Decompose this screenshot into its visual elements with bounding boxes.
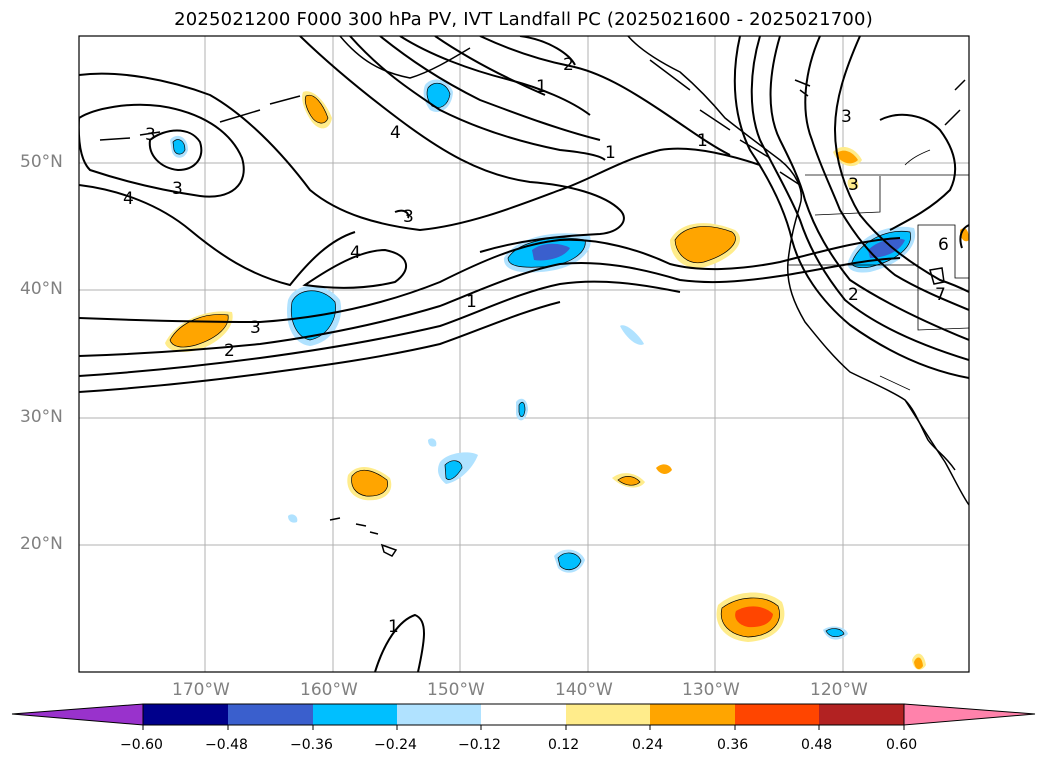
contour-label: 7 — [935, 285, 946, 305]
colorbar-tick-label: −0.36 — [290, 737, 333, 753]
negative-anomaly-blob — [620, 325, 644, 345]
colorbar-tick-label: −0.48 — [205, 737, 248, 753]
colorbar-tick-label: −0.60 — [120, 737, 163, 753]
lon-label-120w: 120°W — [810, 680, 868, 700]
colorbar-tick-label: 0.48 — [801, 737, 833, 753]
lon-label-160w: 160°W — [300, 680, 358, 700]
contour-label: 1 — [605, 143, 616, 163]
colorbar-swatch — [735, 704, 819, 725]
lon-label-130w: 130°W — [682, 680, 740, 700]
contour-label: 3 — [841, 107, 852, 127]
canadian-islands — [649, 59, 801, 186]
hawaii-islands — [329, 517, 398, 557]
colorbar-tick-label: 0.12 — [548, 737, 580, 753]
contour-label: 4 — [350, 243, 361, 263]
colorbar-tick-label: −0.24 — [374, 737, 417, 753]
negative-anomaly-blob — [428, 438, 437, 447]
positive-anomaly-blob — [656, 464, 672, 474]
contour-label: 1 — [536, 77, 547, 97]
contour-label: 1 — [466, 292, 477, 312]
colorbar-swatch — [819, 704, 904, 725]
negative-anomaly-blob — [519, 402, 525, 417]
lat-label-40n: 40°N — [20, 279, 63, 299]
lon-label-150w: 150°W — [427, 680, 485, 700]
colorbar-frame — [142, 703, 905, 726]
positive-anomaly-blob — [170, 314, 229, 348]
contour-label: 2 — [848, 285, 859, 305]
anomaly-outlines — [169, 82, 911, 638]
colorbar-tick-label: −0.12 — [458, 737, 501, 753]
negative-anomaly-blob — [427, 83, 450, 108]
positive-anomaly-blob — [914, 657, 923, 670]
contour-label: 6 — [938, 235, 949, 255]
filled-anomaly-shading — [165, 79, 969, 670]
contour-label: 1 — [697, 131, 708, 151]
contour-label: 4 — [390, 123, 401, 143]
negative-anomaly-blob — [445, 460, 462, 480]
positive-anomaly-blob — [675, 226, 736, 263]
colorbar-extend-high — [903, 703, 1036, 726]
coastlines — [99, 36, 969, 557]
map-frame — [78, 35, 970, 673]
colorbar-tick-label: 0.36 — [717, 737, 749, 753]
colorbar-extend-low — [11, 703, 144, 726]
positive-anomaly-blob — [735, 606, 773, 628]
pv-contours — [79, 36, 969, 672]
positive-anomaly-blob — [305, 95, 328, 124]
colorbar — [11, 703, 1036, 730]
north-lake-shapes — [794, 79, 811, 97]
negative-anomaly-blob — [826, 628, 844, 637]
contour-label: 3 — [403, 207, 414, 227]
lat-label-50n: 50°N — [20, 152, 63, 172]
contour-label: 3 — [145, 125, 156, 145]
negative-anomaly-blob — [558, 552, 581, 570]
positive-anomaly-blob — [351, 470, 388, 497]
positive-anomaly-blob — [847, 178, 859, 190]
lat-label-30n: 30°N — [20, 407, 63, 427]
lon-label-140w: 140°W — [555, 680, 613, 700]
colorbar-swatch — [143, 704, 228, 725]
positive-anomaly-blob — [618, 476, 640, 486]
alaska-coastline — [339, 36, 471, 79]
contour-label: 2 — [224, 341, 235, 361]
negative-anomaly-blob — [288, 514, 298, 523]
colorbar-swatch — [397, 704, 481, 725]
contour-label: 1 — [388, 617, 399, 637]
colorbar-tick-label: 0.24 — [632, 737, 664, 753]
negative-anomaly-blob — [868, 238, 905, 258]
lat-label-20n: 20°N — [20, 534, 63, 554]
contour-label: 3 — [848, 175, 859, 195]
map-title: 2025021200 F000 300 hPa PV, IVT Landfall… — [174, 9, 873, 30]
positive-anomaly-blob — [836, 150, 858, 164]
colorbar-tick-label: 0.60 — [886, 737, 918, 753]
aleutian-islands — [99, 95, 301, 141]
contour-label: 3 — [250, 318, 261, 338]
negative-anomaly-blob — [173, 139, 185, 155]
colorbar-swatch — [566, 704, 650, 725]
negative-anomaly-blob — [532, 243, 570, 261]
contour-labels: 2 1 4 3 4 3 4 3 1 3 2 1 1 3 3 2 6 7 1 — [123, 55, 949, 637]
contour-label: 4 — [123, 189, 134, 209]
contour-label: 3 — [172, 179, 183, 199]
baja-coastline — [904, 399, 956, 471]
colorbar-swatch — [650, 704, 735, 725]
colorbar-swatch — [313, 704, 397, 725]
colorbar-swatch — [481, 704, 566, 725]
lon-label-170w: 170°W — [172, 680, 230, 700]
contour-label: 2 — [563, 55, 574, 75]
colorbar-swatch — [228, 704, 313, 725]
